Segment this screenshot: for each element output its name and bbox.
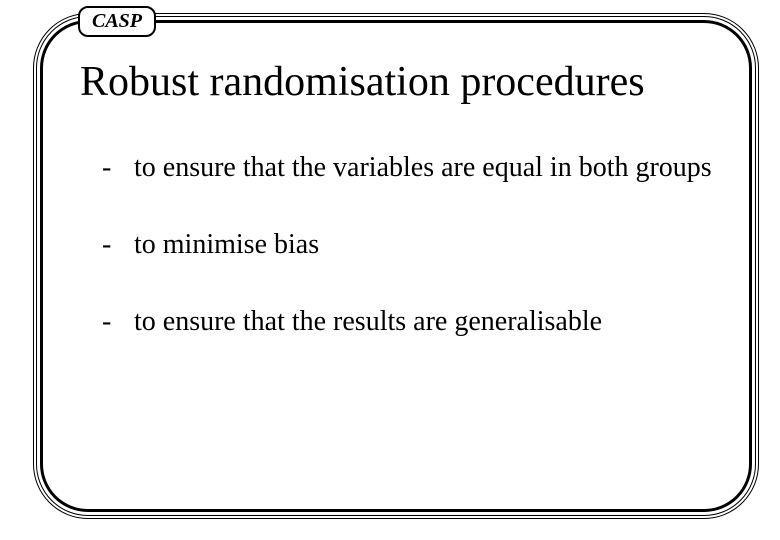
- brand-badge-label: CASP: [92, 10, 142, 32]
- bullet-list: to ensure that the variables are equal i…: [72, 150, 732, 339]
- slide-content: Robust randomisation procedures to ensur…: [72, 58, 732, 500]
- slide: CASP Robust randomisation procedures to …: [0, 0, 780, 540]
- slide-title: Robust randomisation procedures: [80, 58, 732, 106]
- bullet-item: to minimise bias: [102, 227, 732, 262]
- bullet-item: to ensure that the variables are equal i…: [102, 150, 732, 185]
- brand-badge: CASP: [78, 6, 156, 37]
- bullet-item: to ensure that the results are generalis…: [102, 304, 732, 339]
